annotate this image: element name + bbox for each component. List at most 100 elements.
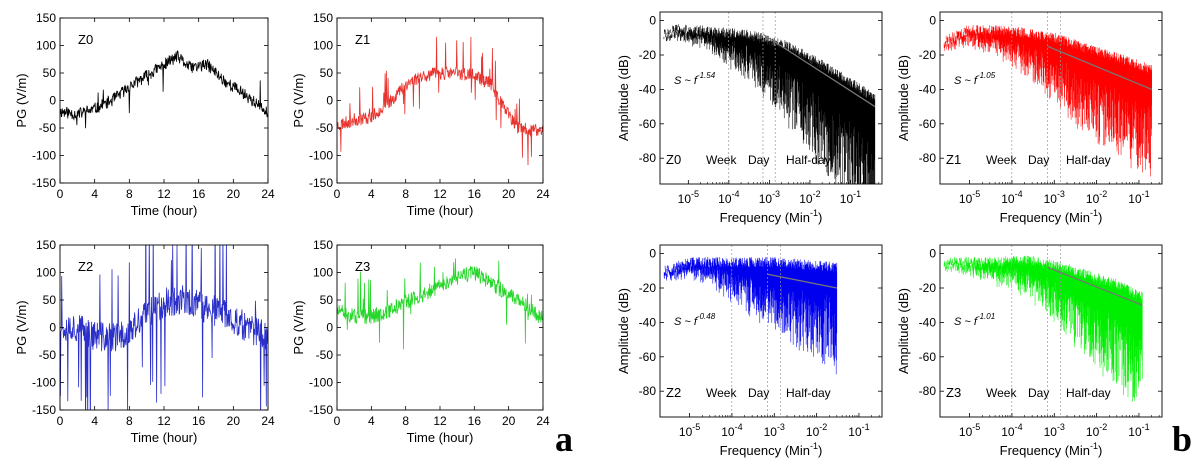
series-line xyxy=(60,245,268,410)
slope-exponent: -1.54 xyxy=(697,71,716,80)
x-tick-label: 4 xyxy=(368,414,375,428)
x-tick-label: 0 xyxy=(57,414,64,428)
y-tick-label: 50 xyxy=(43,293,57,307)
y-tick-label: 100 xyxy=(36,266,56,280)
slope-text: S ~ f xyxy=(674,316,698,328)
x-tick-base: 10 xyxy=(848,425,862,439)
panel-letter-a: a xyxy=(555,419,573,459)
x-tick-label: 4 xyxy=(91,414,98,428)
x-tick-exp: -2 xyxy=(819,422,827,432)
y-tick-label: -150 xyxy=(32,176,56,190)
x-tick-exp: -2 xyxy=(1099,189,1107,199)
plot-area xyxy=(60,50,268,129)
x-tick-label: 10-2 xyxy=(799,189,820,206)
x-axis-label: Time (hour) xyxy=(131,430,198,445)
slope-annotation: S ~ f-0.48 xyxy=(674,312,716,328)
plot-area xyxy=(337,36,543,166)
y-tick-label: 0 xyxy=(49,94,56,108)
y-ticks: -80 -60 -40 -20 0 xyxy=(639,247,882,398)
y-tick-label: 100 xyxy=(36,39,56,53)
x-tick-base: 10 xyxy=(840,192,854,206)
x-tick-base: 10 xyxy=(1128,425,1142,439)
y-tick-label: -100 xyxy=(309,376,333,390)
slope-exponent: -1.05 xyxy=(977,71,996,80)
y-tick-label: 0 xyxy=(49,321,56,335)
x-axis-label: Time (hour) xyxy=(131,203,198,218)
x-ticks: 0 4 8 12 16 20 24 xyxy=(334,18,550,201)
y-ticks: -80 -60 -40 -20 0 xyxy=(639,14,882,165)
y-ticks: -150 -100 -50 0 50 100 150 xyxy=(309,11,543,190)
x-tick-label: 10-5 xyxy=(959,422,980,439)
x-tick-label: 16 xyxy=(192,187,206,201)
x-axis-label: Frequency (Min-1) xyxy=(1000,208,1103,225)
y-tick-label: 150 xyxy=(36,11,56,25)
series-label: Z0 xyxy=(78,32,93,47)
chart-b-z3: 10-5 10-4 10-3 10-2 10-1-80-60-40-200Frequen… xyxy=(896,244,1163,458)
x-tick-label: 0 xyxy=(334,187,341,201)
chart-a-z2: 0 4 8 12 16 20 24 -150 -100 -50 0 50 100 150 Time (hou… xyxy=(14,238,275,445)
x-tick-exp: -1 xyxy=(1142,422,1150,432)
axes-box xyxy=(939,244,1163,418)
x-axis-label: Time (hour) xyxy=(407,430,474,445)
spectrum-series xyxy=(943,25,1152,177)
slope-text: S ~ f xyxy=(954,75,978,87)
x-tick-exp: -4 xyxy=(735,422,743,432)
x-tick-base: 10 xyxy=(1001,425,1015,439)
x-tick-label: 10-3 xyxy=(1044,422,1065,439)
x-tick-label: 20 xyxy=(227,414,241,428)
series-label: Z1 xyxy=(946,152,961,167)
x-axis-label-end: ) xyxy=(1098,210,1102,225)
fit-line xyxy=(767,273,837,289)
chart-a-z3: 0 4 8 12 16 20 24 -150 -100 -50 0 50 100 150 Time (hou… xyxy=(291,238,550,445)
x-tick-label: 10-5 xyxy=(679,422,700,439)
x-tick-base: 10 xyxy=(1128,192,1142,206)
x-tick-label: 10-3 xyxy=(759,189,780,206)
x-ticks: 10-5 10-4 10-3 10-2 10-1 xyxy=(959,180,1160,206)
series-line xyxy=(337,36,543,166)
x-tick-label: 8 xyxy=(126,414,133,428)
plot-area xyxy=(663,245,838,417)
band-label-week: Week xyxy=(986,386,1017,400)
series-label: Z3 xyxy=(946,385,961,400)
x-tick-label: 24 xyxy=(536,414,550,428)
y-tick-label: -40 xyxy=(919,82,937,96)
x-ticks: 10-5 10-4 10-3 10-2 10-1 xyxy=(959,413,1160,439)
slope-annotation: S ~ f-1.05 xyxy=(954,71,996,87)
y-ticks: -150 -100 -50 0 50 100 150 xyxy=(32,238,268,417)
chart-b-z0: 10-5 10-4 10-3 10-2 10-1-80-60-40-200Frequen… xyxy=(616,11,883,225)
y-tick-label: 0 xyxy=(929,247,936,261)
x-tick-label: 10-4 xyxy=(1001,422,1022,439)
x-tick-label: 16 xyxy=(468,414,482,428)
band-label-day: Day xyxy=(748,386,769,400)
y-axis-label: PG (V/m) xyxy=(291,300,306,354)
y-tick-label: -60 xyxy=(639,350,657,364)
y-tick-label: 0 xyxy=(326,321,333,335)
x-ticks: 0 4 8 12 16 20 24 xyxy=(57,245,275,428)
chart-b-z1: 10-5 10-4 10-3 10-2 10-1-80-60-40-200Frequen… xyxy=(896,11,1163,225)
chart-b-z2: 10-5 10-4 10-3 10-2 10-1-80-60-40-200Frequen… xyxy=(616,244,883,458)
slope-annotation: S ~ f-1.54 xyxy=(674,71,716,87)
x-tick-exp: -1 xyxy=(853,189,861,199)
slope-annotation: S ~ f-1.01 xyxy=(954,312,995,328)
x-tick-exp: -4 xyxy=(1015,422,1023,432)
fit-line xyxy=(1047,266,1143,306)
series-label: Z2 xyxy=(78,259,93,274)
series-label: Z0 xyxy=(666,152,681,167)
x-axis-label-end: ) xyxy=(1098,443,1102,458)
fit-line xyxy=(762,33,876,108)
x-tick-base: 10 xyxy=(806,425,820,439)
y-tick-label: 50 xyxy=(320,293,334,307)
x-tick-base: 10 xyxy=(764,425,778,439)
x-tick-label: 10-1 xyxy=(1128,189,1149,206)
x-tick-label: 16 xyxy=(192,414,206,428)
x-tick-label: 10-1 xyxy=(1128,422,1149,439)
x-tick-base: 10 xyxy=(759,192,773,206)
y-tick-label: -100 xyxy=(32,149,56,163)
x-tick-label: 20 xyxy=(502,414,516,428)
x-tick-base: 10 xyxy=(721,425,735,439)
x-axis-label-sup: -1 xyxy=(810,208,818,218)
y-tick-label: -20 xyxy=(919,48,937,62)
y-tick-label: 0 xyxy=(649,247,656,261)
band-label-half-day: Half-day xyxy=(786,153,831,167)
x-tick-label: 10-2 xyxy=(1086,189,1107,206)
